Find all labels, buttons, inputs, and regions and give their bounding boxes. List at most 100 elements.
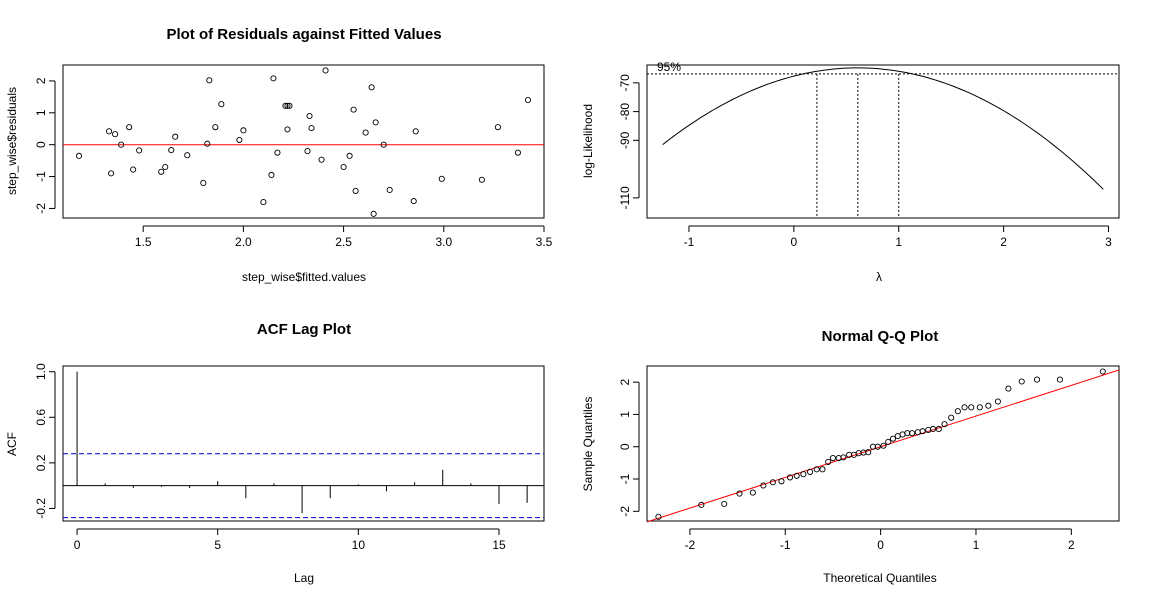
residual-point (236, 136, 243, 143)
boxcox-x-tick-label: 3 (1105, 235, 1112, 249)
residuals-x-tick-label: 2.5 (335, 235, 352, 249)
residual-point (410, 198, 417, 205)
qq-point (1056, 376, 1063, 383)
residual-point (282, 102, 289, 109)
residual-point (346, 152, 353, 159)
residual-point (350, 106, 357, 113)
qq-point (1018, 378, 1025, 385)
qq-point (994, 398, 1001, 405)
qq-point (778, 478, 785, 485)
residual-point (184, 152, 191, 159)
qq-point (749, 489, 756, 496)
boxcox-y-tick-label: -90 (618, 131, 632, 149)
qq-point (1005, 385, 1012, 392)
boxcox-y-tick-label: -110 (618, 186, 632, 209)
acf-x-tick-label: 10 (352, 538, 366, 552)
residuals-y-tick-label: -2 (34, 203, 48, 214)
boxcox-x-label: λ (876, 270, 882, 284)
residual-point (126, 124, 133, 131)
qq-x-tick-label: -1 (780, 538, 791, 552)
residual-point (340, 163, 347, 171)
qq-point (976, 404, 983, 411)
residual-point (318, 156, 325, 163)
boxcox-x-tick-label: 0 (791, 235, 798, 249)
residual-point (494, 124, 501, 131)
qq-point (914, 429, 921, 436)
boxcox-y-tick-label: -70 (618, 74, 632, 92)
residual-point (112, 131, 119, 138)
residuals-y-tick-label: 2 (34, 77, 48, 84)
residual-point (370, 210, 377, 217)
residual-point (106, 128, 113, 135)
qq-reference-line (646, 369, 1120, 523)
qq-y-tick-label: 1 (618, 411, 632, 418)
qq-point (786, 474, 794, 481)
qq-plot-frame (646, 365, 1120, 522)
qq-point (698, 501, 705, 508)
residuals-y-tick-label: 0 (34, 141, 48, 148)
qq-point (909, 430, 916, 437)
boxcox-x-tick-label: 1 (895, 235, 902, 249)
residual-point (108, 170, 115, 177)
qq-point (655, 513, 662, 520)
qq-point (721, 500, 728, 507)
qq-point (948, 414, 955, 421)
residual-point (286, 102, 293, 109)
loglikelihood-curve (662, 67, 1104, 190)
residuals-plot-x-label: step_wise$fitted.values (242, 270, 366, 284)
residuals-x-tick-label: 1.5 (135, 235, 152, 249)
qq-point (800, 471, 807, 478)
residuals-plot-title: Plot of Residuals against Fitted Values (166, 26, 441, 43)
qq-point (807, 468, 814, 475)
residual-point (172, 133, 179, 140)
residual-point (75, 152, 83, 159)
qq-y-tick-label: 0 (618, 443, 632, 450)
residual-point (284, 102, 291, 109)
acf-y-label: ACF (5, 432, 19, 456)
qq-point (769, 479, 776, 486)
residuals-plot-frame (62, 64, 545, 219)
qq-point (793, 472, 800, 479)
residual-point (158, 168, 165, 175)
qq-point (1033, 376, 1041, 383)
residual-point (478, 176, 485, 183)
residual-point (284, 126, 291, 133)
residual-point (304, 148, 311, 155)
qq-x-tick-label: 0 (877, 538, 884, 552)
residual-point (260, 199, 267, 206)
qq-x-tick-label: -2 (685, 538, 696, 552)
residual-point (412, 128, 419, 135)
acf-x-tick-label: 5 (214, 538, 221, 552)
qq-point (985, 402, 992, 409)
residual-point (380, 141, 387, 148)
acf-x-label: Lag (294, 571, 314, 585)
acf-plot-frame (62, 365, 545, 522)
qq-x-tick-label: 2 (1068, 538, 1075, 552)
qq-point (825, 458, 832, 465)
residual-point (386, 186, 393, 193)
qq-point (880, 442, 887, 449)
residuals-vs-fitted-panel: Plot of Residuals against Fitted Values … (5, 26, 553, 284)
residual-point (352, 187, 359, 194)
acf-x-tick-label: 0 (74, 538, 81, 552)
residual-point (306, 112, 313, 120)
qq-point (760, 482, 767, 489)
residual-point (162, 163, 169, 171)
qq-y-tick-label: -2 (618, 506, 632, 517)
residual-point (438, 175, 445, 182)
residual-point (270, 75, 277, 82)
residual-point (200, 179, 207, 186)
acf-y-tick-label: 0.6 (34, 409, 48, 426)
residual-point (240, 127, 247, 134)
residuals-x-tick-label: 2.0 (235, 235, 252, 249)
acf-y-tick-label: 0.2 (34, 454, 48, 471)
residual-point (362, 129, 369, 136)
acf-x-tick-label: 15 (492, 538, 506, 552)
residual-point (372, 119, 379, 126)
boxcox-x-tick-label: -1 (684, 235, 695, 249)
qq-point (889, 435, 897, 442)
qq-y-tick-label: -1 (618, 473, 632, 484)
boxcox-plot-frame (646, 64, 1120, 219)
qq-point (736, 490, 743, 497)
